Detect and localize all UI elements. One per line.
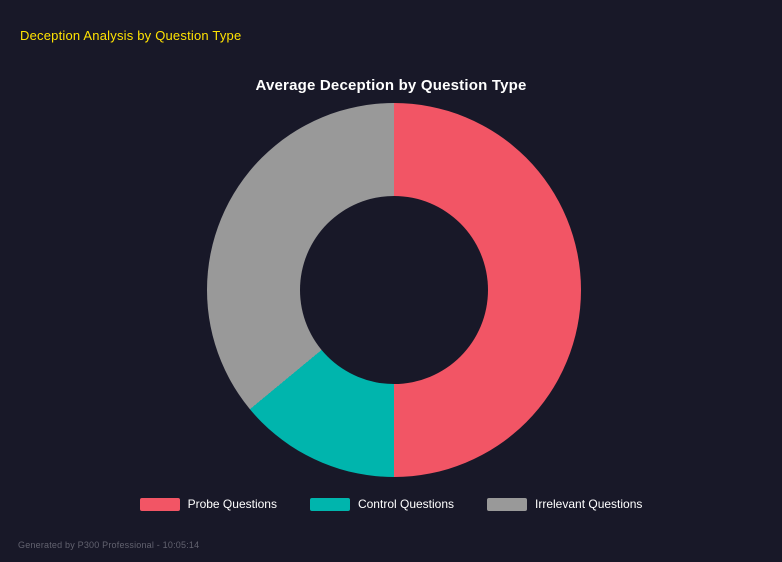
legend-swatch bbox=[487, 497, 528, 511]
chart-legend: Probe Questions Control Questions Irreleva… bbox=[0, 497, 782, 511]
donut-hole bbox=[300, 196, 488, 384]
legend-item-control-questions[interactable]: Control Questions bbox=[309, 497, 455, 511]
legend-label: Control Questions bbox=[357, 497, 455, 511]
donut-chart[interactable] bbox=[207, 103, 581, 477]
page-title: Deception Analysis by Question Type bbox=[20, 28, 242, 43]
legend-swatch bbox=[309, 497, 350, 511]
legend-label: Irrelevant Questions bbox=[535, 497, 643, 511]
footer-text: Generated by P300 Professional - 10:05:1… bbox=[18, 540, 200, 550]
chart-title: Average Deception by Question Type bbox=[255, 77, 527, 94]
legend-item-irrelevant-questions[interactable]: Irrelevant Questions bbox=[487, 497, 642, 511]
legend-label: Probe Questions bbox=[187, 497, 277, 511]
legend-item-probe-questions[interactable]: Probe Questions bbox=[139, 497, 277, 511]
legend-swatch bbox=[139, 497, 180, 511]
